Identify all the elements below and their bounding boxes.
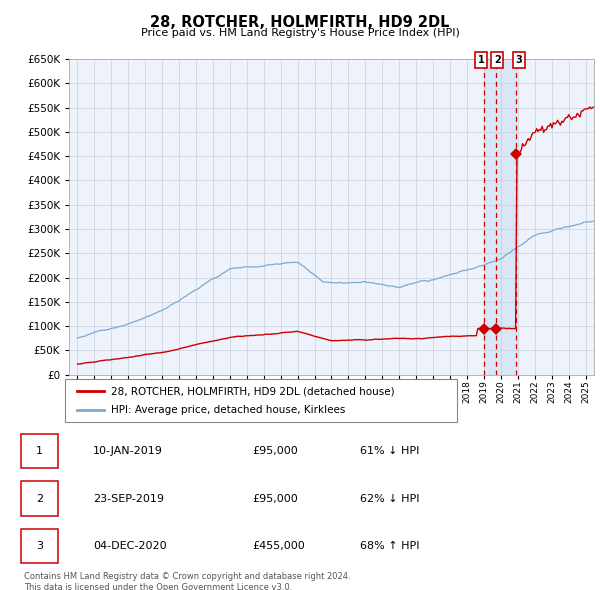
Text: 10-JAN-2019: 10-JAN-2019 [93,447,163,456]
Text: £455,000: £455,000 [252,541,305,550]
Text: £95,000: £95,000 [252,494,298,503]
Text: 2: 2 [36,494,43,503]
Text: This data is licensed under the Open Government Licence v3.0.: This data is licensed under the Open Gov… [24,583,292,590]
Text: 3: 3 [36,541,43,550]
Text: 68% ↑ HPI: 68% ↑ HPI [360,541,419,550]
Text: 2: 2 [494,55,500,65]
Text: 62% ↓ HPI: 62% ↓ HPI [360,494,419,503]
Text: £95,000: £95,000 [252,447,298,456]
Text: Price paid vs. HM Land Registry's House Price Index (HPI): Price paid vs. HM Land Registry's House … [140,28,460,38]
Text: Contains HM Land Registry data © Crown copyright and database right 2024.: Contains HM Land Registry data © Crown c… [24,572,350,581]
Text: 28, ROTCHER, HOLMFIRTH, HD9 2DL (detached house): 28, ROTCHER, HOLMFIRTH, HD9 2DL (detache… [111,386,395,396]
Bar [484,59,517,375]
Text: 61% ↓ HPI: 61% ↓ HPI [360,447,419,456]
Text: 28, ROTCHER, HOLMFIRTH, HD9 2DL: 28, ROTCHER, HOLMFIRTH, HD9 2DL [150,15,450,30]
Text: 1: 1 [478,55,485,65]
Text: 23-SEP-2019: 23-SEP-2019 [93,494,164,503]
Text: 3: 3 [515,55,523,65]
Text: 04-DEC-2020: 04-DEC-2020 [93,541,167,550]
FancyBboxPatch shape [65,379,457,422]
Text: HPI: Average price, detached house, Kirklees: HPI: Average price, detached house, Kirk… [111,405,346,415]
Text: 1: 1 [36,447,43,456]
